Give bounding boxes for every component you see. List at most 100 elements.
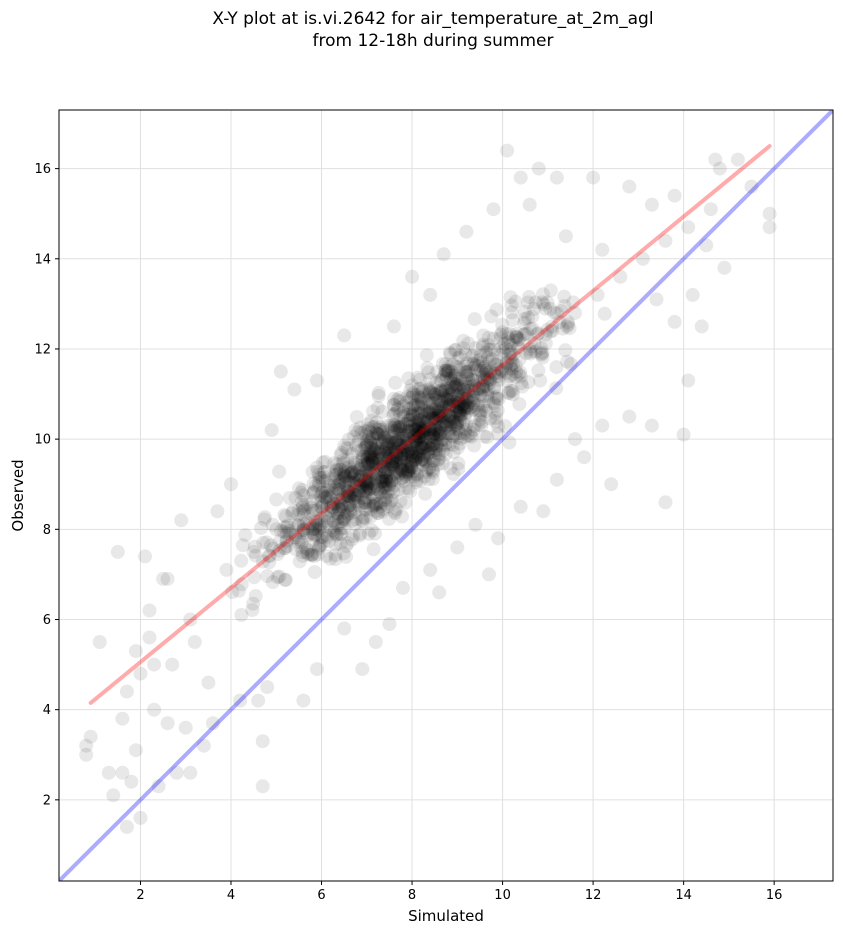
scatter-point bbox=[423, 405, 438, 420]
scatter-point bbox=[511, 339, 526, 354]
scatter-point bbox=[321, 511, 336, 526]
scatter-point bbox=[464, 400, 479, 415]
scatter-point bbox=[708, 152, 723, 167]
scatter-point bbox=[360, 476, 375, 491]
scatter-point bbox=[446, 394, 461, 409]
scatter-point bbox=[333, 526, 348, 541]
scatter-point bbox=[451, 461, 466, 476]
scatter-point bbox=[210, 504, 225, 519]
scatter-point bbox=[353, 480, 368, 495]
scatter-point bbox=[424, 396, 439, 410]
scatter-point bbox=[523, 346, 538, 361]
scatter-point bbox=[436, 405, 451, 420]
scatter-point bbox=[448, 418, 463, 433]
scatter-point bbox=[423, 372, 438, 387]
scatter-point bbox=[577, 450, 592, 465]
scatter-point bbox=[412, 430, 427, 445]
scatter-point bbox=[377, 460, 392, 474]
scatter-point bbox=[310, 547, 325, 562]
scatter-point bbox=[440, 408, 455, 423]
scatter-point bbox=[534, 341, 549, 356]
y-tick-label: 4 bbox=[43, 703, 51, 718]
scatter-point bbox=[414, 405, 429, 420]
scatter-point bbox=[433, 428, 447, 442]
scatter-point bbox=[391, 440, 406, 455]
scatter-point bbox=[467, 384, 482, 399]
scatter-point bbox=[375, 422, 390, 437]
scatter-point bbox=[308, 503, 323, 518]
scatter-point bbox=[545, 319, 560, 334]
scatter-point bbox=[402, 438, 417, 452]
scatter-point bbox=[380, 474, 395, 489]
scatter-point bbox=[246, 596, 261, 611]
scatter-point bbox=[446, 376, 461, 391]
scatter-point bbox=[409, 475, 424, 490]
scatter-point bbox=[449, 404, 464, 419]
scatter-point bbox=[536, 297, 551, 312]
scatter-point bbox=[456, 333, 471, 348]
scatter-point bbox=[411, 426, 426, 441]
scatter-point bbox=[79, 747, 94, 762]
scatter-point bbox=[487, 380, 502, 395]
scatter-point bbox=[304, 547, 319, 562]
scatter-point bbox=[549, 170, 564, 185]
scatter-point bbox=[382, 478, 396, 493]
scatter-point bbox=[234, 577, 249, 592]
scatter-point bbox=[438, 367, 452, 382]
scatter-point bbox=[367, 451, 382, 465]
scatter-point bbox=[534, 346, 549, 361]
scatter-point bbox=[390, 393, 405, 407]
scatter-point bbox=[490, 391, 505, 406]
scatter-point bbox=[311, 541, 326, 556]
scatter-point bbox=[370, 426, 385, 441]
scatter-point bbox=[466, 357, 481, 372]
scatter-point bbox=[397, 481, 412, 496]
scatter-point bbox=[260, 680, 275, 695]
scatter-point bbox=[381, 454, 396, 469]
scatter-point bbox=[480, 350, 495, 365]
scatter-point bbox=[375, 404, 390, 419]
scatter-point bbox=[279, 526, 294, 541]
scatter-point bbox=[658, 495, 673, 510]
scatter-point bbox=[367, 443, 382, 458]
scatter-point bbox=[439, 365, 454, 380]
scatter-point bbox=[340, 465, 355, 480]
scatter-point bbox=[345, 464, 360, 479]
scatter-point bbox=[370, 482, 385, 497]
scatter-point bbox=[426, 427, 441, 442]
scatter-point bbox=[443, 371, 458, 386]
scatter-point bbox=[337, 621, 352, 636]
scatter-point bbox=[363, 448, 378, 463]
scatter-point bbox=[519, 326, 534, 341]
scatter-point bbox=[345, 446, 360, 461]
scatter-point bbox=[503, 337, 518, 352]
scatter-point bbox=[501, 385, 515, 400]
scatter-point bbox=[413, 474, 427, 489]
scatter-point bbox=[382, 442, 397, 457]
scatter-point bbox=[412, 430, 426, 444]
scatter-point bbox=[439, 363, 454, 378]
scatter-point bbox=[424, 438, 439, 452]
scatter-point bbox=[429, 423, 443, 437]
scatter-point bbox=[354, 425, 369, 440]
scatter-point bbox=[405, 453, 420, 468]
scatter-point bbox=[400, 436, 415, 451]
scatter-point bbox=[436, 370, 451, 385]
scatter-point bbox=[467, 438, 481, 453]
scatter-point bbox=[411, 398, 426, 412]
scatter-point bbox=[456, 341, 471, 356]
scatter-point bbox=[411, 413, 426, 427]
scatter-point bbox=[317, 490, 332, 505]
scatter-point bbox=[658, 233, 673, 248]
scatter-point bbox=[348, 423, 363, 437]
scatter-point bbox=[524, 339, 539, 354]
scatter-point bbox=[536, 287, 550, 302]
scatter-point bbox=[288, 490, 303, 505]
scatter-point bbox=[468, 517, 483, 532]
scatter-point bbox=[372, 422, 387, 437]
scatter-point bbox=[521, 375, 536, 390]
scatter-point bbox=[312, 523, 327, 538]
scatter-point bbox=[313, 488, 328, 503]
scatter-point bbox=[410, 444, 424, 459]
scatter-point bbox=[330, 482, 345, 497]
